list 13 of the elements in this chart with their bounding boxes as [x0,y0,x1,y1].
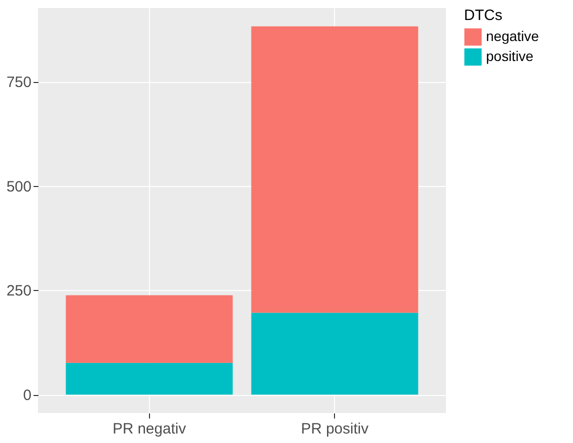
legend-label: negative [486,28,540,44]
y-tick-label: 250 [6,282,32,300]
y-tick-label: 500 [6,178,32,196]
bar [251,312,418,395]
bar [251,26,418,313]
y-tick-label: 0 [23,387,32,404]
x-tick-label: PR positiv [300,420,369,438]
legend-label: positive [486,48,534,64]
x-tick-label: PR negativ [112,420,186,438]
bar [66,362,233,395]
bar [66,295,233,363]
y-tick-label: 750 [6,74,32,92]
legend-title: DTCs [464,7,502,24]
